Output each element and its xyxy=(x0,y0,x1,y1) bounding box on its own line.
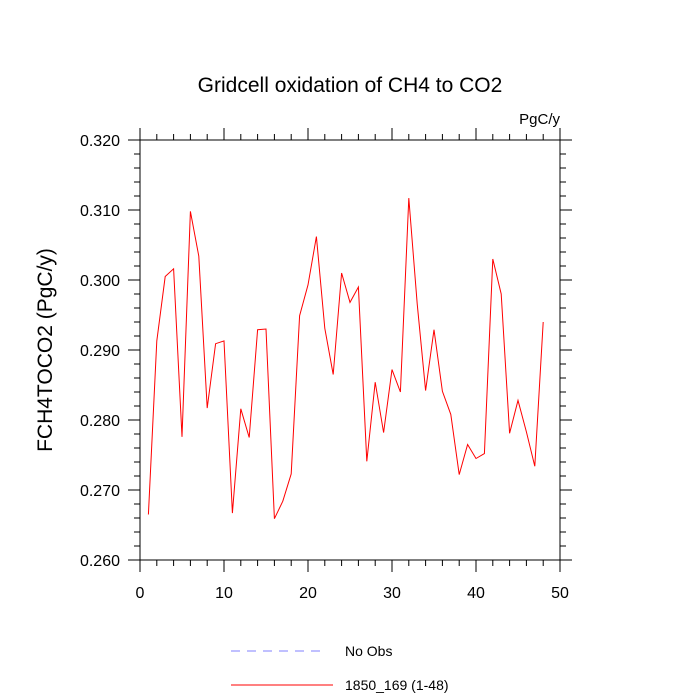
units-label: PgC/y xyxy=(519,111,560,128)
axis-ticks xyxy=(128,128,572,572)
series-line xyxy=(147,198,544,519)
y-tick-label: 0.300 xyxy=(80,273,120,290)
x-tick-label: 10 xyxy=(215,585,233,602)
legend-label: 1850_169 (1-48) xyxy=(345,677,449,693)
tick-labels: 0 10 20 30 40 50 0.260 0.270 0.280 0.290 0.300 0.31… xyxy=(80,133,569,602)
plot-frame xyxy=(139,139,561,561)
series-group xyxy=(147,198,544,519)
y-tick-label: 0.270 xyxy=(80,483,120,500)
y-tick-label: 0.320 xyxy=(80,133,120,150)
x-tick-label: 0 xyxy=(136,585,145,602)
y-tick-label: 0.310 xyxy=(80,203,120,220)
y-tick-label: 0.280 xyxy=(80,413,120,430)
y-axis-label: FCH4TOCO2 (PgC/y) xyxy=(34,248,57,452)
x-tick-label: 20 xyxy=(299,585,317,602)
x-tick-label: 50 xyxy=(551,585,569,602)
x-tick-label: 40 xyxy=(467,585,485,602)
y-tick-label: 0.290 xyxy=(80,343,120,360)
chart-title: Gridcell oxidation of CH4 to CO2 xyxy=(198,74,503,97)
x-tick-label: 30 xyxy=(383,585,401,602)
legend-label: No Obs xyxy=(345,643,392,659)
y-tick-label: 0.260 xyxy=(80,553,120,570)
legend: No Obs 1850_169 (1-48) xyxy=(231,643,449,693)
